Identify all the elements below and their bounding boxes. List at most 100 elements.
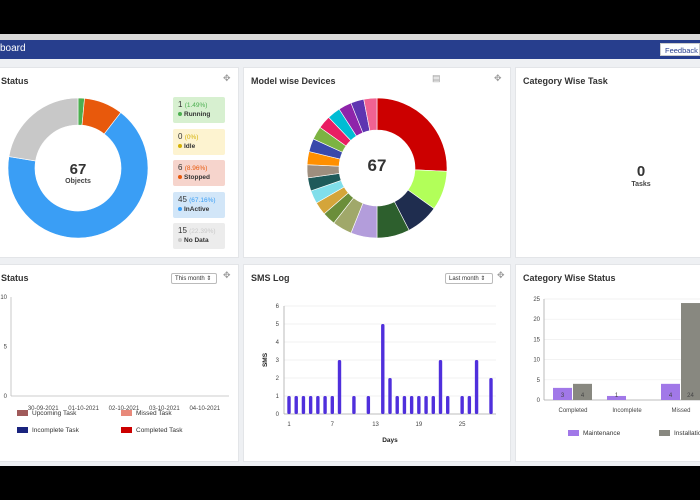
status-card[interactable]: 0 (0%) Idle xyxy=(173,128,225,155)
sms-bar[interactable] xyxy=(287,396,291,414)
status-slice[interactable] xyxy=(8,97,79,162)
y-tick-label: 10 xyxy=(0,295,7,301)
sms-period-select[interactable]: Last month ⇕ xyxy=(445,273,493,284)
sms-bar[interactable] xyxy=(424,396,428,414)
objects-total: 67 xyxy=(69,161,87,178)
status-percent: (22.39%) xyxy=(189,228,216,235)
status-card[interactable]: 15 (22.39%) No Data xyxy=(173,223,225,249)
model-devices-panel: Model wise Devices ▤ ✥ 67 xyxy=(243,67,511,258)
status-label: Idle xyxy=(184,142,196,150)
bar-value-label: 24 xyxy=(687,393,694,399)
task-period-value: This month xyxy=(175,276,205,282)
legend-item[interactable]: Completed Task xyxy=(121,427,183,434)
device-model-slice[interactable] xyxy=(363,97,378,132)
status-percent: (0%) xyxy=(184,133,199,141)
tasks-total-label: Tasks xyxy=(631,181,651,188)
category-bar[interactable] xyxy=(553,387,572,400)
bar-value-label: 1 xyxy=(615,393,619,399)
category-bar[interactable] xyxy=(607,395,626,400)
sms-bar[interactable] xyxy=(417,396,421,414)
sms-bar[interactable] xyxy=(489,378,493,414)
status-card[interactable]: 1 (1.49%) Running xyxy=(173,97,225,123)
sms-bar[interactable] xyxy=(294,396,298,414)
task-period-select[interactable]: This month ⇕ xyxy=(171,273,217,284)
x-tick-label: Completed xyxy=(558,408,587,414)
sms-bar[interactable] xyxy=(409,396,414,414)
sms-bar[interactable] xyxy=(431,396,435,414)
sms-bar[interactable] xyxy=(308,396,313,414)
x-tick-label: 25 xyxy=(459,422,466,428)
sms-bar[interactable] xyxy=(330,396,334,414)
x-tick-label: Missed xyxy=(671,408,690,414)
panel-title: Category Wise Status xyxy=(523,273,616,283)
bar-value-label: 4 xyxy=(669,393,673,399)
sms-bar[interactable] xyxy=(460,396,464,414)
sms-bar[interactable] xyxy=(337,360,342,414)
move-icon[interactable]: ✥ xyxy=(223,270,231,280)
x-tick-label: 19 xyxy=(416,422,423,428)
category-bar[interactable] xyxy=(681,303,700,400)
object-status-panel: Status ✥ 67 Objects 1 (1.49%) Running 0 (0… xyxy=(0,67,239,258)
document-icon[interactable]: ▤ xyxy=(432,73,441,83)
sms-bar[interactable] xyxy=(352,396,356,414)
object-status-donut xyxy=(7,97,149,239)
panel-title: Category Wise Task xyxy=(523,76,608,86)
y-tick-label: 0 xyxy=(276,412,280,418)
sms-bar[interactable] xyxy=(388,378,392,414)
legend-label: Incomplete Task xyxy=(32,427,79,434)
y-tick-label: 10 xyxy=(533,358,540,364)
sms-bar[interactable] xyxy=(474,360,479,414)
move-icon[interactable]: ✥ xyxy=(223,73,231,83)
sms-bar[interactable] xyxy=(316,396,320,414)
sms-bar[interactable] xyxy=(438,360,443,414)
sms-bar[interactable] xyxy=(395,396,399,414)
status-dot-icon xyxy=(178,143,182,148)
sms-bar[interactable] xyxy=(402,396,407,414)
legend-swatch xyxy=(568,430,579,437)
category-bar[interactable] xyxy=(661,383,680,400)
status-dot-icon xyxy=(178,112,182,117)
x-tick-label: 13 xyxy=(372,422,379,428)
sms-bar[interactable] xyxy=(366,396,371,414)
status-count: 0 xyxy=(178,131,183,141)
feedback-button[interactable]: Feedback xyxy=(660,43,700,56)
legend-label: Maintenance xyxy=(583,430,621,437)
page-title: board xyxy=(0,43,26,54)
panel-title: SMS Log xyxy=(251,273,290,283)
sms-bar[interactable] xyxy=(467,396,472,414)
sms-period-value: Last month xyxy=(449,276,479,282)
x-tick-label: 04-10-2021 xyxy=(189,406,220,410)
sms-bar[interactable] xyxy=(301,396,306,414)
sms-bar[interactable] xyxy=(381,324,385,414)
legend-label: Upcoming Task xyxy=(32,410,77,417)
status-label: No Data xyxy=(184,237,209,244)
status-count: 15 xyxy=(178,226,187,235)
bar-value-label: 4 xyxy=(581,393,585,399)
y-tick-label: 1 xyxy=(276,394,280,400)
task-status-panel: Status This month ⇕ ✥ 0 5 10 30-09-2021 01-1… xyxy=(0,264,239,462)
category-bar[interactable] xyxy=(573,383,592,400)
y-tick-label: 3 xyxy=(276,358,280,364)
x-tick-label: 30-09-2021 xyxy=(28,406,59,410)
move-icon[interactable]: ✥ xyxy=(497,270,505,280)
legend-item[interactable]: Installatio xyxy=(659,430,700,437)
panel-title: Status xyxy=(1,273,29,283)
legend-item[interactable]: Incomplete Task xyxy=(17,427,79,434)
legend-item[interactable]: Maintenance xyxy=(568,430,620,437)
sms-bar[interactable] xyxy=(323,396,327,414)
tasks-total: 0 xyxy=(636,163,646,180)
device-model-slice[interactable] xyxy=(376,97,448,172)
status-count: 45 xyxy=(178,194,187,204)
sms-bar[interactable] xyxy=(446,396,450,414)
status-card[interactable]: 6 (8.96%) Stopped xyxy=(173,160,225,186)
legend-label: Missed Task xyxy=(136,410,172,417)
move-icon[interactable]: ✥ xyxy=(494,73,502,83)
legend-swatch xyxy=(121,410,132,417)
legend-item[interactable]: Upcoming Task xyxy=(17,410,76,417)
legend-label: Completed Task xyxy=(136,427,183,434)
status-slice[interactable] xyxy=(7,112,149,239)
legend-item[interactable]: Missed Task xyxy=(121,410,172,417)
status-label: Running xyxy=(184,111,211,118)
top-border xyxy=(0,34,700,40)
status-card[interactable]: 45 (67.16%) InActive xyxy=(173,191,225,218)
